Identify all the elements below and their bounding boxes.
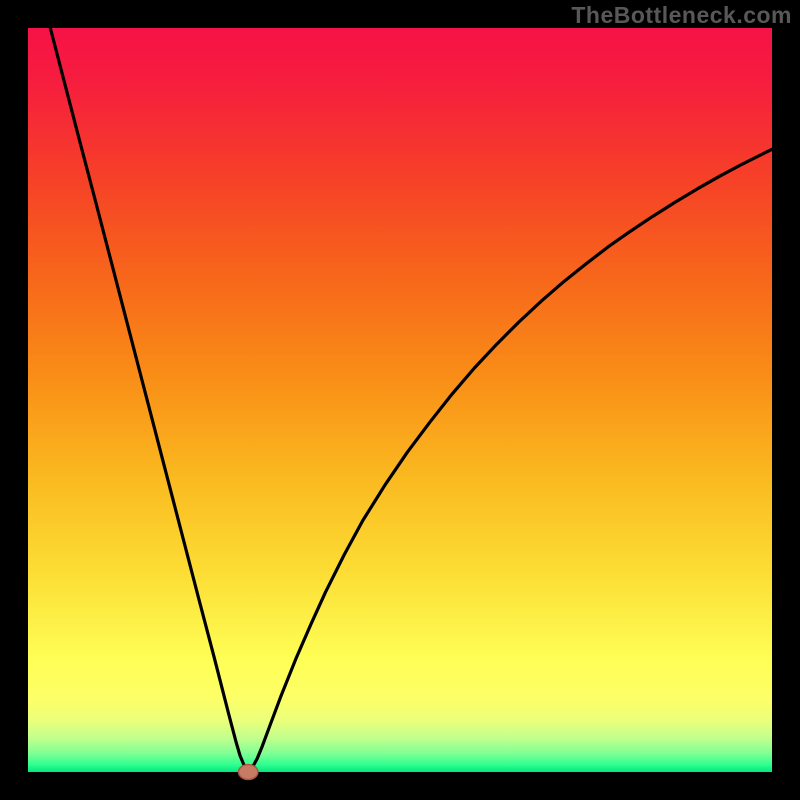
chart-background-gradient — [28, 28, 772, 772]
optimal-point-marker — [239, 765, 258, 780]
chart-container: TheBottleneck.com — [0, 0, 800, 800]
bottleneck-chart — [0, 0, 800, 800]
watermark-text: TheBottleneck.com — [571, 2, 792, 29]
